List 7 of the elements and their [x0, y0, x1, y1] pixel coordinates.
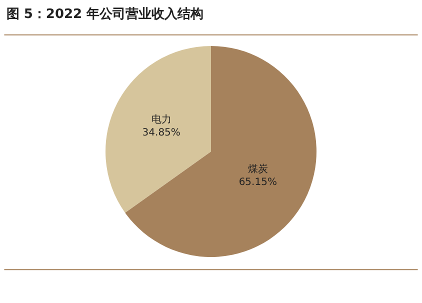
- slice-label: 电力: [151, 113, 172, 126]
- chart-title: 图 5：2022 年公司营业收入结构: [6, 6, 204, 22]
- pie-slice: [125, 46, 316, 257]
- data-label: 34.85%: [142, 127, 180, 138]
- data-label: 65.15%: [238, 177, 277, 188]
- pie-slice: [106, 46, 211, 213]
- slice-label: 煤炭: [248, 163, 268, 176]
